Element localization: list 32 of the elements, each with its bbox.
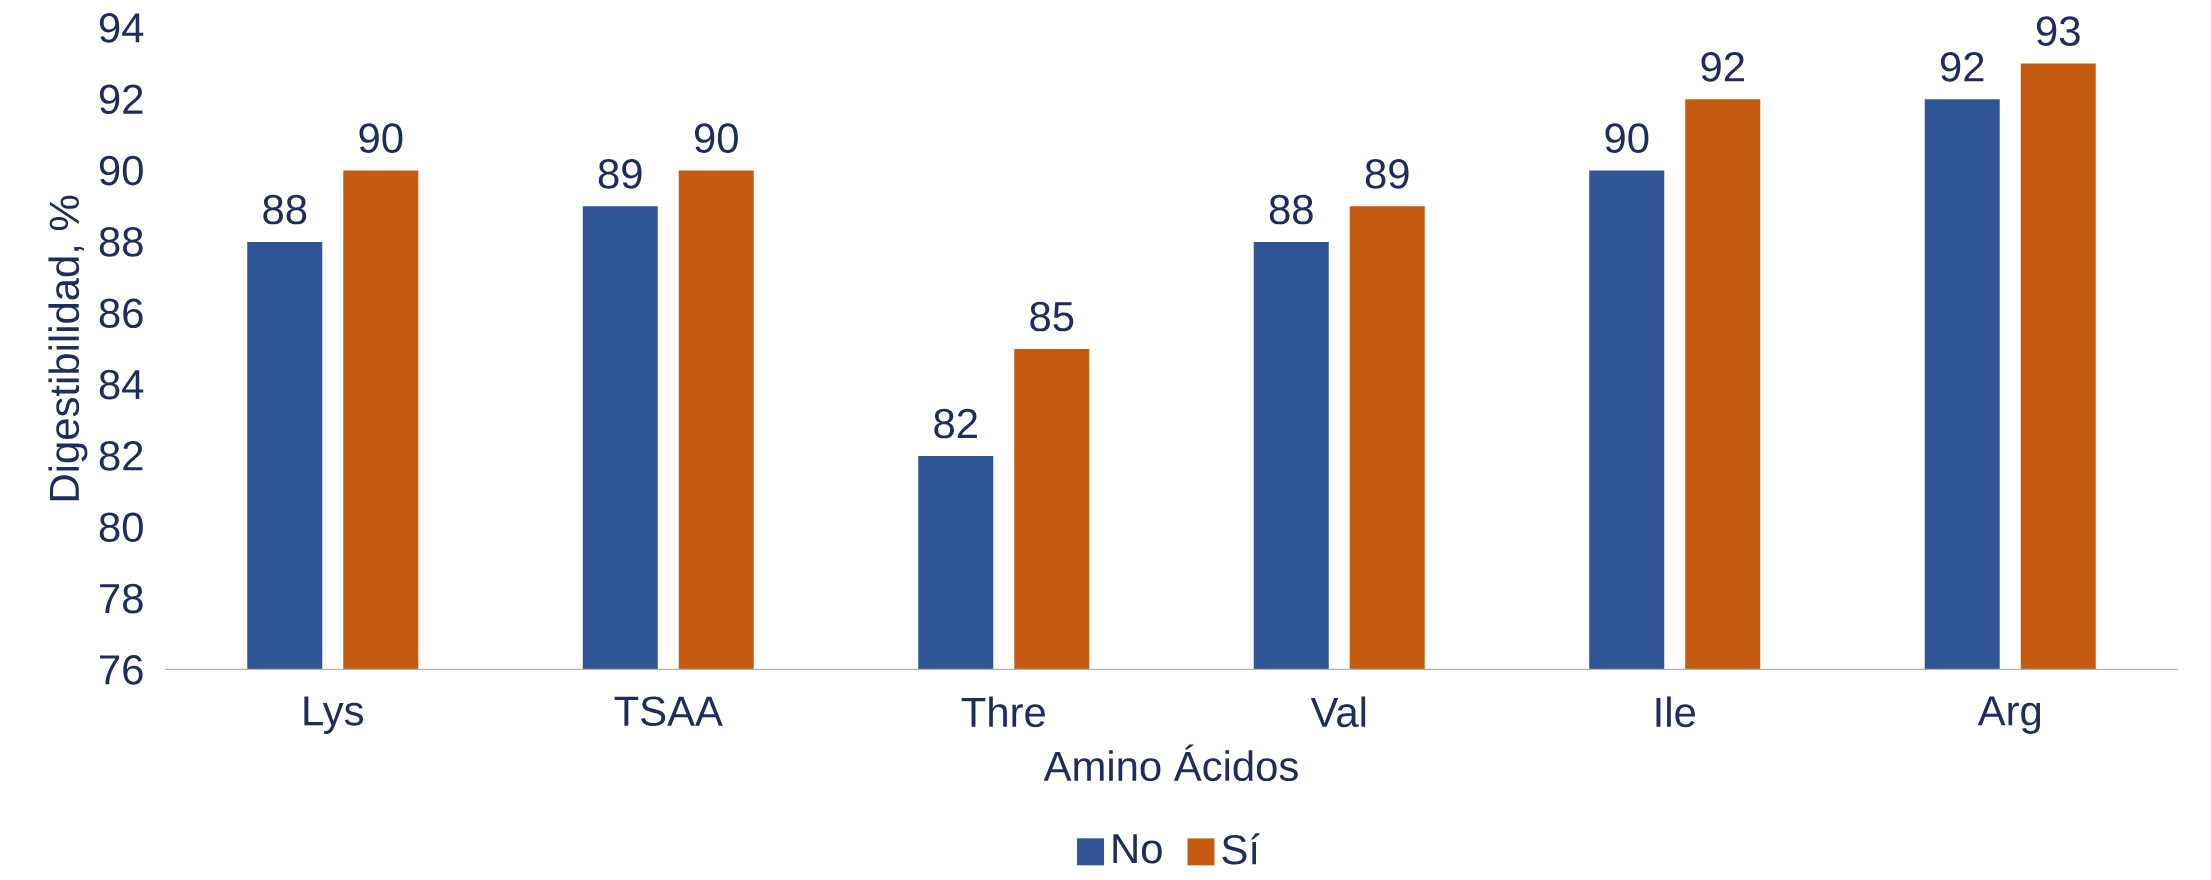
x-tick-label: Lys xyxy=(304,696,364,734)
y-tick-label: 82 xyxy=(99,441,143,471)
data-label: 92 xyxy=(1940,52,1984,82)
y-tick-label: 80 xyxy=(99,512,143,543)
data-label: 89 xyxy=(598,159,642,189)
data-label: 90 xyxy=(1605,123,1649,154)
y-tick-label: 76 xyxy=(100,655,143,685)
y-tick-label: 78 xyxy=(100,583,143,614)
x-tick-label: Arg xyxy=(1977,696,2041,734)
y-tick-label: 86 xyxy=(99,298,143,329)
data-label: 90 xyxy=(694,123,738,154)
legend-label: Sí xyxy=(1222,833,1260,865)
y-tick-label: 94 xyxy=(99,13,144,43)
x-tick-label: Thre xyxy=(961,696,1045,728)
y-tick-label: 92 xyxy=(99,84,143,115)
legend-label: No xyxy=(1113,834,1162,864)
data-label: 90 xyxy=(359,123,403,154)
data-label: 92 xyxy=(1701,52,1744,82)
x-tick-label: TSAA xyxy=(614,696,723,727)
data-label: 93 xyxy=(2036,16,2080,47)
y-tick-label: 90 xyxy=(99,155,143,186)
y-axis-title: Digestibilidad, % xyxy=(48,195,88,501)
data-label: 89 xyxy=(1365,159,1409,189)
x-axis-title: Amino Ácidos xyxy=(1043,744,1298,782)
data-label: 85 xyxy=(1030,301,1074,332)
data-label: 88 xyxy=(263,194,307,225)
data-label: 82 xyxy=(934,408,977,439)
x-tick-label: Val xyxy=(1310,696,1366,728)
y-tick-label: 84 xyxy=(99,369,144,400)
data-label: 88 xyxy=(1269,194,1313,225)
x-tick-label: Ile xyxy=(1656,696,1695,728)
y-tick-label: 88 xyxy=(99,227,143,257)
